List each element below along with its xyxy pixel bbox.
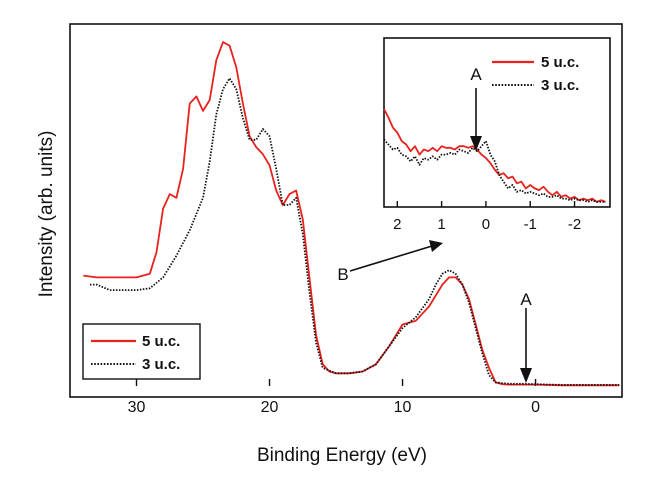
main-plot-frame (69, 23, 623, 398)
y-axis-title: Intensity (arb. units) (36, 131, 57, 298)
annotation-b-arrowhead (429, 240, 443, 252)
inset-x-tick-label-3: -1 (524, 216, 537, 233)
main-series-5uc-line (83, 41, 620, 387)
inset-legend-label-5uc: 5 u.c. (541, 54, 579, 71)
inset-chart: 2 1 0 -1 -2 A 5 u.c. 3 u.c. (383, 37, 611, 233)
main-legend-label-5uc: 5 u.c. (142, 333, 180, 350)
annotation-b-arrow (349, 245, 433, 272)
inset-x-tick-label-0: 2 (393, 216, 401, 233)
inset-annotation-a-label: A (470, 65, 482, 84)
inset-series-5uc-line (383, 108, 606, 203)
main-legend: 5 u.c. 3 u.c. (82, 323, 201, 380)
main-legend-box (82, 323, 201, 380)
inset-series-3uc-line (383, 138, 606, 203)
annotation-a-label: A (520, 290, 532, 309)
inset-plot-frame (383, 37, 611, 208)
inset-x-tick-label-4: -2 (568, 216, 581, 233)
inset-annotation-a-arrowhead (470, 136, 482, 151)
inset-x-tick-label-1: 1 (437, 216, 445, 233)
main-series-group (83, 41, 620, 387)
main-x-tick-label-3: 0 (531, 399, 540, 416)
main-x-tick-label-2: 10 (394, 399, 412, 416)
inset-legend-label-3uc: 3 u.c. (541, 77, 579, 94)
main-x-tick-label-0: 30 (128, 399, 146, 416)
inset-series-group (383, 108, 606, 203)
main-x-ticks: 30 20 10 0 (128, 379, 540, 416)
main-x-tick-label-1: 20 (261, 399, 279, 416)
annotation-b-label: B (337, 265, 348, 284)
main-legend-label-3uc: 3 u.c. (142, 356, 180, 373)
inset-x-tick-label-2: 0 (482, 216, 490, 233)
annotation-a-arrowhead (520, 368, 532, 383)
x-axis-title: Binding Energy (eV) (257, 445, 427, 466)
inset-x-ticks: 2 1 0 -1 -2 (393, 201, 581, 233)
